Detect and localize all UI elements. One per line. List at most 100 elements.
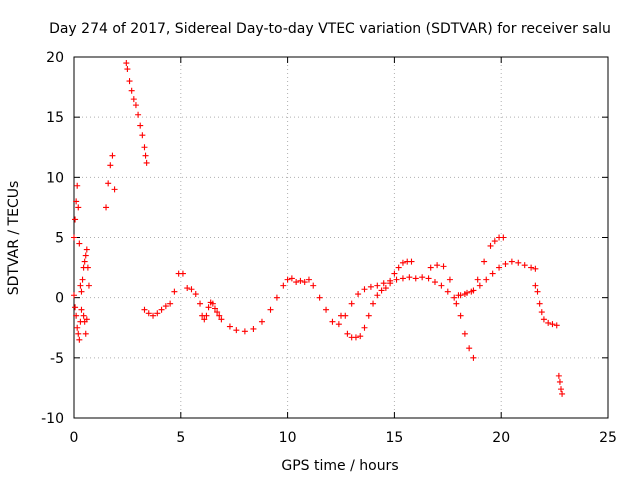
data-point <box>370 300 377 307</box>
data-point <box>135 111 142 118</box>
data-point <box>468 288 475 295</box>
data-point <box>412 275 419 282</box>
data-point <box>273 294 280 301</box>
data-point <box>141 144 148 151</box>
data-point <box>192 291 199 298</box>
data-point <box>440 263 447 270</box>
data-point <box>103 204 110 211</box>
data-point <box>365 312 372 319</box>
y-tick-label: 0 <box>55 291 64 307</box>
data-point <box>534 288 541 295</box>
data-point <box>154 310 161 317</box>
data-point <box>79 276 86 283</box>
data-point <box>280 282 287 289</box>
data-point <box>444 288 451 295</box>
data-point <box>553 322 560 329</box>
data-point <box>137 122 144 129</box>
data-point <box>123 60 130 67</box>
data-point <box>558 386 565 393</box>
x-tick-label: 15 <box>385 430 403 446</box>
data-point <box>293 279 300 286</box>
x-tick-label: 5 <box>176 430 185 446</box>
data-point <box>73 312 80 319</box>
data-point <box>145 310 152 317</box>
data-point <box>171 288 178 295</box>
data-point <box>85 282 92 289</box>
data-point <box>536 300 543 307</box>
data-point <box>105 180 112 187</box>
series-segment-12 <box>532 282 560 329</box>
data-point <box>474 276 481 283</box>
data-point <box>75 330 82 337</box>
data-point <box>393 276 400 283</box>
data-point <box>367 283 374 290</box>
data-point <box>453 300 460 307</box>
data-point <box>502 260 509 267</box>
data-point <box>218 316 225 323</box>
data-point <box>395 264 402 271</box>
data-point <box>408 258 415 265</box>
data-point <box>382 285 389 292</box>
y-tick-label: 20 <box>46 50 64 66</box>
data-point <box>214 309 221 316</box>
data-point <box>380 280 387 287</box>
data-point <box>549 321 556 328</box>
y-tick-label: 5 <box>55 231 64 247</box>
data-point <box>209 300 216 307</box>
data-point <box>81 258 88 265</box>
data-point <box>489 270 496 277</box>
data-point <box>399 275 406 282</box>
series-segment-8 <box>226 258 539 335</box>
data-point <box>481 258 488 265</box>
data-point <box>476 282 483 289</box>
x-tick-label: 0 <box>70 430 79 446</box>
data-point <box>126 78 133 85</box>
data-point <box>491 238 498 245</box>
data-point <box>288 275 295 282</box>
data-point <box>374 292 381 299</box>
data-point <box>72 216 79 223</box>
data-point <box>258 318 265 325</box>
data-point <box>387 280 394 287</box>
x-tick-label: 25 <box>599 430 617 446</box>
y-tick-label: -10 <box>41 411 64 427</box>
data-point <box>203 312 210 319</box>
data-point <box>374 282 381 289</box>
y-tick-label: 10 <box>46 170 64 186</box>
y-tick-label: 15 <box>46 110 64 126</box>
series-segment-1 <box>71 182 84 289</box>
data-point <box>158 306 165 313</box>
data-point <box>84 264 91 271</box>
data-point <box>508 258 515 265</box>
data-point <box>82 252 89 259</box>
y-axis-label: SDTVAR / TECUs <box>6 181 22 296</box>
x-tick-label: 20 <box>492 430 510 446</box>
data-point <box>78 306 85 313</box>
series-segment-11 <box>455 234 507 299</box>
data-point <box>82 330 89 337</box>
data-point <box>130 96 137 103</box>
series-segment-13 <box>555 372 566 397</box>
data-point <box>361 324 368 331</box>
data-point <box>457 312 464 319</box>
data-point <box>78 288 85 295</box>
data-point <box>132 102 139 109</box>
data-point <box>323 306 330 313</box>
data-point <box>427 264 434 271</box>
data-point <box>399 259 406 266</box>
data-point <box>74 324 81 331</box>
data-point <box>487 242 494 249</box>
data-point <box>352 334 359 341</box>
chart-title: Day 274 of 2017, Sidereal Day-to-day VTE… <box>49 21 611 37</box>
data-point <box>83 316 90 323</box>
data-point <box>197 300 204 307</box>
data-point <box>316 294 323 301</box>
data-point <box>532 265 539 272</box>
data-point <box>425 275 432 282</box>
data-point <box>500 234 507 241</box>
data-point <box>107 162 114 169</box>
data-point <box>451 294 458 301</box>
data-point <box>216 312 223 319</box>
data-point <box>162 303 169 310</box>
data-point <box>438 282 445 289</box>
